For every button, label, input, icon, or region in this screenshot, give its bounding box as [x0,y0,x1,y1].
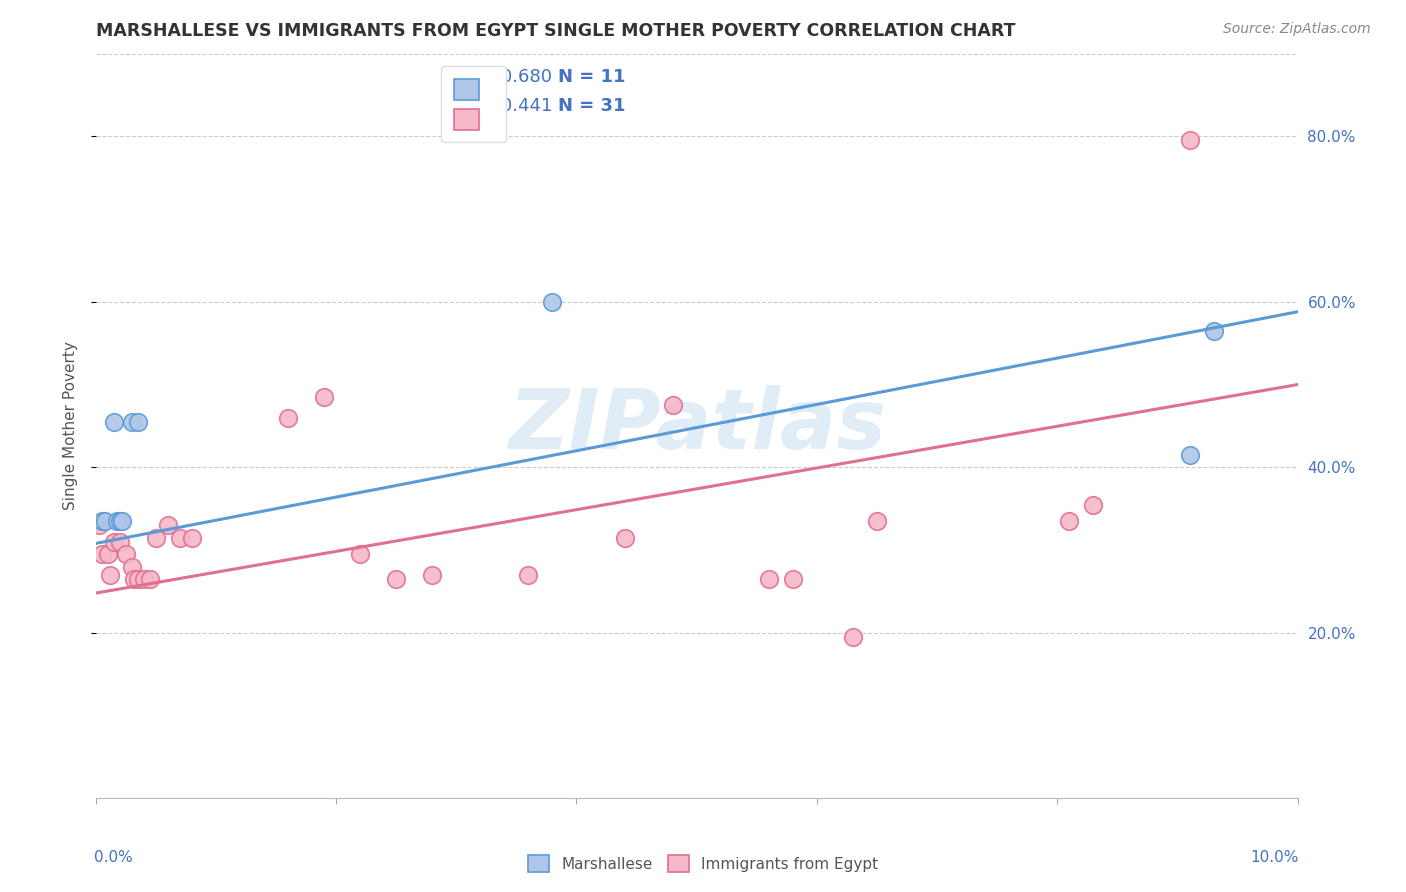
Point [103,534,125,549]
Y-axis label: Single Mother Poverty: Single Mother Poverty [62,342,77,510]
Text: MARSHALLESE VS IMMIGRANTS FROM EGYPT SINGLE MOTHER POVERTY CORRELATION CHART: MARSHALLESE VS IMMIGRANTS FROM EGYPT SIN… [96,22,1015,40]
Text: N = 31: N = 31 [558,96,626,115]
Point [105,514,128,528]
Text: R = 0.441: R = 0.441 [463,96,553,115]
Point [420,568,443,582]
Point [108,534,131,549]
Point [842,630,865,644]
Point [1083,498,1105,512]
Text: R = 0.680: R = 0.680 [463,69,553,87]
Point [349,547,371,561]
Point [782,572,804,586]
Text: N = 11: N = 11 [558,69,626,87]
Text: 10.0%: 10.0% [1250,850,1299,865]
Point [169,531,191,545]
Point [541,294,564,309]
Point [111,514,134,528]
Point [758,572,780,586]
Point [613,531,636,545]
Point [98,568,121,582]
Point [517,568,540,582]
Point [122,572,145,586]
Point [1178,448,1201,462]
Point [132,572,155,586]
Point [156,518,179,533]
Point [661,398,683,412]
Point [108,514,131,528]
Point [385,572,408,586]
Legend: , : , [441,66,506,143]
Point [97,547,120,561]
Point [180,531,202,545]
Point [312,390,335,404]
Point [103,415,125,429]
Point [277,410,299,425]
Point [90,547,112,561]
Text: 0.0%: 0.0% [94,850,134,865]
Point [127,415,149,429]
Point [114,547,136,561]
Text: ZIPatlas: ZIPatlas [508,385,886,467]
Text: Source: ZipAtlas.com: Source: ZipAtlas.com [1223,22,1371,37]
Point [121,559,143,574]
Point [145,531,167,545]
Point [1202,324,1225,338]
Point [89,518,111,533]
Point [866,514,889,528]
Point [1059,514,1081,528]
Point [121,415,143,429]
Point [138,572,160,586]
Point [1178,133,1201,147]
Point [94,514,117,528]
Legend: Marshallese, Immigrants from Egypt: Marshallese, Immigrants from Egypt [520,847,886,880]
Point [90,514,112,528]
Point [127,572,149,586]
